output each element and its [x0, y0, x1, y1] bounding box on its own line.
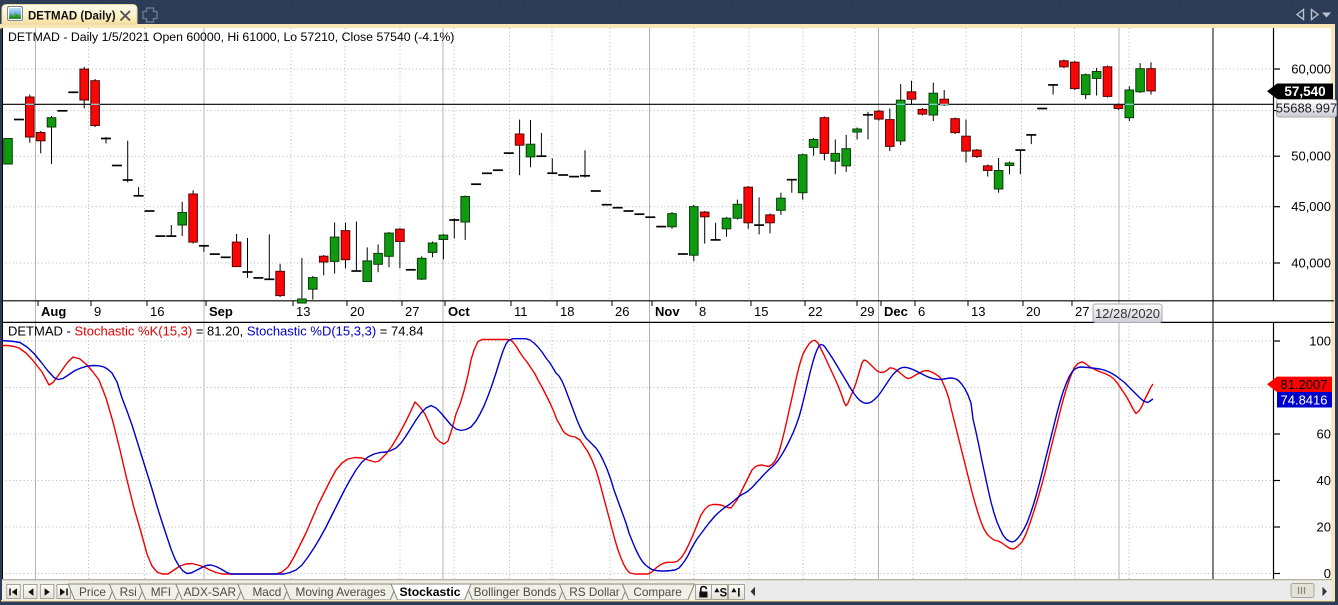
svg-text:40,000: 40,000: [1291, 256, 1331, 271]
svg-text:MFI: MFI: [151, 585, 171, 599]
svg-text:74.8416: 74.8416: [1281, 393, 1328, 408]
svg-text:I: I: [737, 588, 740, 600]
svg-text:27: 27: [405, 304, 419, 319]
svg-text:22: 22: [808, 304, 822, 319]
svg-text:Price: Price: [79, 585, 106, 599]
svg-text:Stockastic: Stockastic: [400, 585, 461, 599]
svg-text:Moving Averages: Moving Averages: [296, 585, 386, 599]
svg-text:S: S: [720, 588, 728, 600]
svg-text:Macd: Macd: [252, 585, 281, 599]
svg-text:81.2007: 81.2007: [1281, 377, 1328, 392]
svg-text:20: 20: [1026, 304, 1040, 319]
svg-text:40: 40: [1317, 473, 1331, 488]
svg-text:100: 100: [1309, 334, 1331, 349]
svg-text:55688.997: 55688.997: [1276, 101, 1337, 116]
svg-text:RS Dollar: RS Dollar: [569, 585, 620, 599]
svg-text:12/28/2020: 12/28/2020: [1095, 306, 1160, 321]
svg-text:60,000: 60,000: [1291, 62, 1331, 77]
svg-text:DETMAD - Daily 1/5/2021 Open 6: DETMAD - Daily 1/5/2021 Open 60000, Hi 6…: [8, 30, 454, 44]
svg-text:20: 20: [350, 304, 364, 319]
svg-text:Nov: Nov: [655, 304, 680, 319]
svg-text:DETMAD (Daily): DETMAD (Daily): [28, 11, 116, 23]
svg-text:0: 0: [1324, 566, 1331, 581]
svg-text:DETMAD - Stochastic %K(15,3) =: DETMAD - Stochastic %K(15,3) = 81.20, St…: [8, 324, 424, 339]
svg-text:16: 16: [150, 304, 164, 319]
svg-text:8: 8: [699, 304, 706, 319]
svg-text:Oct: Oct: [448, 304, 470, 319]
svg-text:15: 15: [754, 304, 768, 319]
svg-text:13: 13: [296, 304, 310, 319]
svg-text:29: 29: [860, 304, 874, 319]
svg-text:60: 60: [1317, 427, 1331, 442]
svg-text:13: 13: [971, 304, 985, 319]
svg-text:Rsi: Rsi: [120, 585, 137, 599]
svg-text:50,000: 50,000: [1291, 149, 1331, 164]
svg-text:ADX-SAR: ADX-SAR: [184, 585, 236, 599]
svg-text:Dec: Dec: [884, 304, 908, 319]
svg-text:Sep: Sep: [209, 304, 233, 319]
svg-text:27: 27: [1075, 304, 1089, 319]
svg-text:9: 9: [94, 304, 101, 319]
svg-text:Compare: Compare: [633, 585, 682, 599]
svg-text:26: 26: [615, 304, 629, 319]
svg-text:57,540: 57,540: [1284, 84, 1325, 99]
svg-text:6: 6: [918, 304, 925, 319]
svg-text:Aug: Aug: [41, 304, 66, 319]
svg-text:18: 18: [560, 304, 574, 319]
svg-text:Bollinger Bonds: Bollinger Bonds: [474, 585, 557, 599]
svg-text:11: 11: [514, 304, 528, 319]
svg-text:20: 20: [1317, 520, 1331, 535]
svg-text:45,000: 45,000: [1291, 199, 1331, 214]
